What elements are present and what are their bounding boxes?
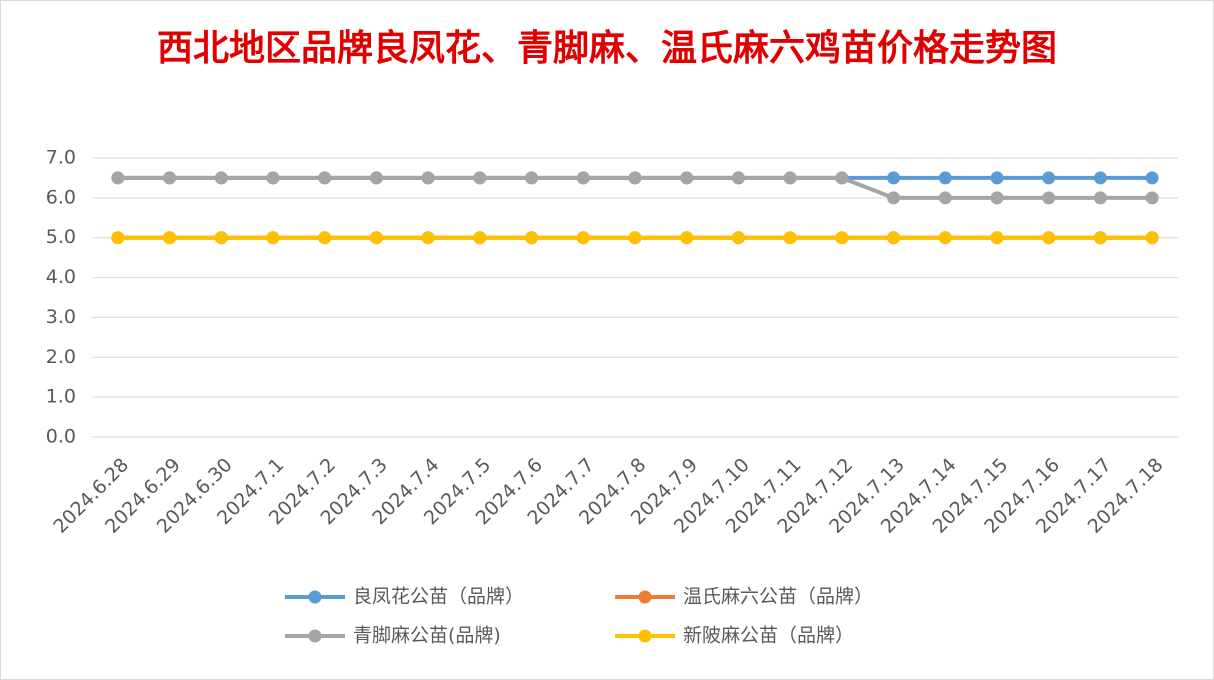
y-tick-label: 3.0 <box>46 306 76 328</box>
y-tick-label: 4.0 <box>46 266 76 288</box>
data-point <box>576 231 590 245</box>
data-point <box>887 191 901 205</box>
data-point <box>318 171 332 185</box>
data-point <box>731 231 745 245</box>
data-point <box>1093 171 1107 185</box>
y-tick-label: 0.0 <box>46 426 76 448</box>
data-point <box>525 171 539 185</box>
data-point <box>318 231 332 245</box>
y-tick-label: 5.0 <box>46 226 76 248</box>
y-tick-label: 6.0 <box>46 186 76 208</box>
data-point <box>266 171 280 185</box>
data-point <box>163 171 177 185</box>
data-point <box>783 231 797 245</box>
data-point <box>1145 231 1159 245</box>
legend-marker <box>638 590 652 604</box>
data-point <box>369 231 383 245</box>
data-point <box>1093 231 1107 245</box>
data-point <box>628 171 642 185</box>
data-point <box>473 231 487 245</box>
data-point <box>783 171 797 185</box>
data-point <box>990 191 1004 205</box>
data-point <box>887 231 901 245</box>
legend-label: 温氏麻六公苗（品牌） <box>683 586 873 608</box>
data-point <box>887 171 901 185</box>
data-point <box>1145 171 1159 185</box>
data-point <box>163 231 177 245</box>
data-point <box>990 231 1004 245</box>
data-point <box>731 171 745 185</box>
data-point <box>680 171 694 185</box>
data-point <box>1042 191 1056 205</box>
data-point <box>214 171 228 185</box>
data-point <box>938 171 952 185</box>
data-point <box>111 171 125 185</box>
data-point <box>938 191 952 205</box>
data-point <box>680 231 694 245</box>
data-point <box>1042 231 1056 245</box>
data-point <box>1042 171 1056 185</box>
legend-label: 新陂麻公苗（品牌） <box>683 625 854 647</box>
data-point <box>938 231 952 245</box>
data-point <box>1145 191 1159 205</box>
data-point <box>525 231 539 245</box>
data-point <box>1093 191 1107 205</box>
data-point <box>990 171 1004 185</box>
data-point <box>576 171 590 185</box>
data-point <box>421 171 435 185</box>
y-tick-label: 7.0 <box>46 147 76 169</box>
y-tick-label: 2.0 <box>46 346 76 368</box>
data-point <box>111 231 125 245</box>
data-point <box>835 171 849 185</box>
legend-label: 青脚麻公苗(品牌) <box>353 625 501 647</box>
data-point <box>421 231 435 245</box>
y-tick-label: 1.0 <box>46 386 76 408</box>
data-point <box>214 231 228 245</box>
legend-marker <box>308 629 322 643</box>
legend-label: 良凤花公苗（品牌） <box>353 586 524 608</box>
data-point <box>835 231 849 245</box>
data-point <box>266 231 280 245</box>
data-point <box>628 231 642 245</box>
legend-marker <box>308 590 322 604</box>
legend-marker <box>638 629 652 643</box>
chart-title: 西北地区品牌良凤花、青脚麻、温氏麻六鸡苗价格走势图 <box>156 27 1057 69</box>
data-point <box>473 171 487 185</box>
data-point <box>369 171 383 185</box>
